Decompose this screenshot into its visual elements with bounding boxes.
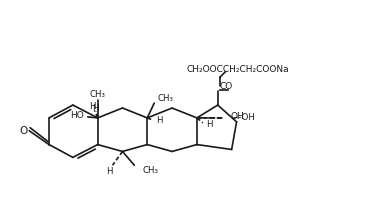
Text: CO: CO xyxy=(220,82,233,91)
Text: CH₃: CH₃ xyxy=(90,90,106,99)
Text: H: H xyxy=(206,120,212,129)
Text: H: H xyxy=(90,102,96,111)
Text: CH₃: CH₃ xyxy=(142,166,158,175)
Text: O: O xyxy=(19,126,28,136)
Text: OH: OH xyxy=(230,112,244,121)
Text: H: H xyxy=(106,167,113,176)
Text: ---OH: ---OH xyxy=(233,113,255,122)
Text: CH₂OOCCH₂CH₂COONa: CH₂OOCCH₂CH₂COONa xyxy=(186,65,289,74)
Text: HO: HO xyxy=(70,111,84,120)
Text: CH₃: CH₃ xyxy=(157,94,173,103)
Text: H: H xyxy=(156,116,163,125)
Text: H: H xyxy=(92,104,99,113)
